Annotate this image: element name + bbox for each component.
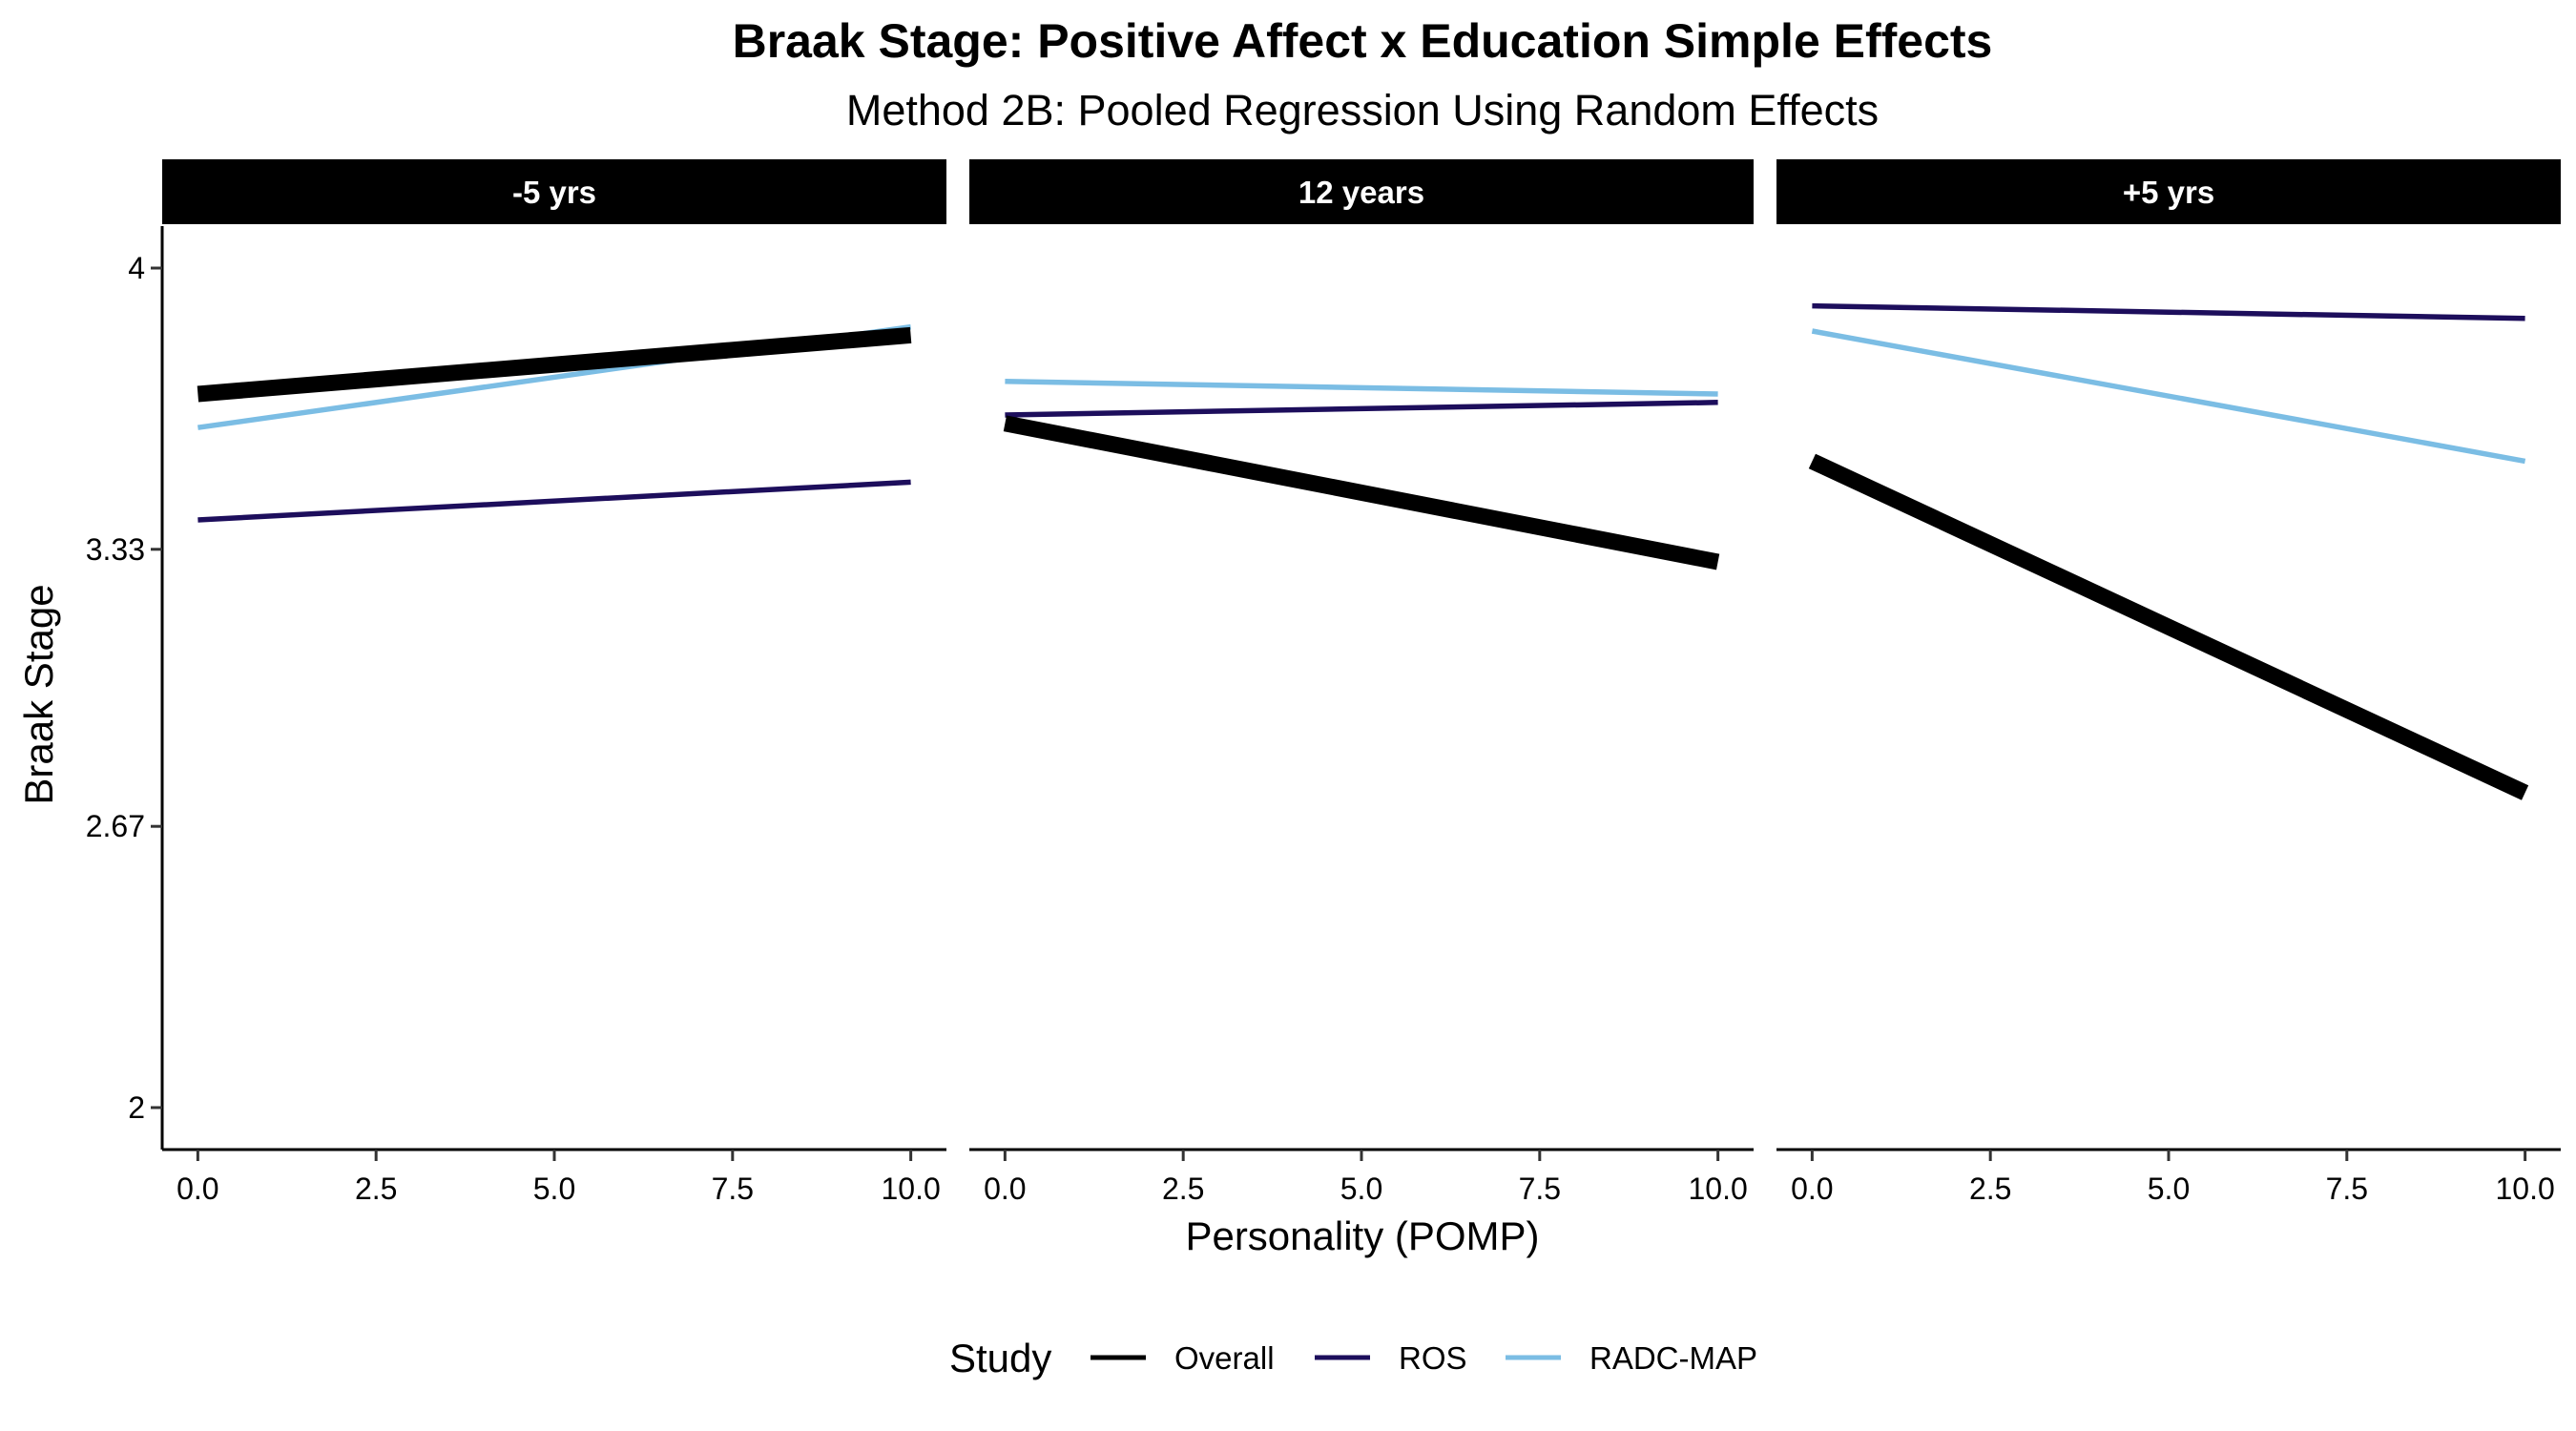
- facet-strip: [162, 159, 946, 224]
- series-line-ros: [1812, 302, 2525, 321]
- series-line-overall: [197, 326, 912, 403]
- x-tick-label: 10.0: [2495, 1172, 2554, 1206]
- x-tick-label: 0.0: [177, 1172, 218, 1206]
- x-tick-label: 0.0: [1791, 1172, 1833, 1206]
- x-tick-label: 0.0: [984, 1172, 1026, 1206]
- legend: Study Overall ROS RADC-MAP: [949, 1336, 1757, 1380]
- x-tick-label: 5.0: [533, 1172, 575, 1206]
- legend-label: RADC-MAP: [1589, 1340, 1757, 1376]
- y-axis-title: Braak Stage: [16, 584, 61, 804]
- x-tick-label: 7.5: [1519, 1172, 1561, 1206]
- x-tick-label: 5.0: [1340, 1172, 1382, 1206]
- series-line-overall: [1808, 453, 2529, 800]
- series-line-ros: [197, 479, 911, 523]
- x-tick-label: 7.5: [712, 1172, 754, 1206]
- chart-subtitle: Method 2B: Pooled Regression Using Rando…: [846, 86, 1879, 135]
- series-line-radc-map: [1005, 379, 1718, 397]
- facet-panel: 12 years 0.0 2.5 5.0 7.5 10.0: [969, 159, 1754, 1206]
- series-line-ros: [1005, 400, 1718, 418]
- y-tick-label: 3.33: [86, 532, 145, 567]
- facet-strip-label: 12 years: [1298, 175, 1424, 210]
- facet-panel: -5 yrs 0.0 2.5 5.0 7.5 10.0: [162, 159, 946, 1206]
- legend-label: ROS: [1399, 1340, 1467, 1376]
- series-line-radc-map: [1811, 328, 2526, 465]
- x-tick-label: 7.5: [2326, 1172, 2368, 1206]
- x-tick-label: 10.0: [881, 1172, 940, 1206]
- y-tick-label: 4: [128, 251, 145, 285]
- y-tick-label: 2.67: [86, 809, 145, 843]
- facet-strip: [1776, 159, 2561, 224]
- facet-panels: -5 yrs 0.0 2.5 5.0 7.5 10.0 12 years 0.0 2.5 5.0 7…: [162, 159, 2561, 1206]
- legend-title: Study: [949, 1336, 1051, 1380]
- facet-strip-label: +5 yrs: [2123, 175, 2214, 210]
- x-tick-label: 2.5: [1969, 1172, 2011, 1206]
- y-axis: 2 2.67 3.33 4: [86, 226, 164, 1150]
- x-tick-label: 5.0: [2148, 1172, 2190, 1206]
- x-tick-label: 2.5: [1162, 1172, 1204, 1206]
- x-tick-label: 10.0: [1688, 1172, 1747, 1206]
- y-tick-label: 2: [128, 1090, 145, 1125]
- chart-title: Braak Stage: Positive Affect x Education…: [733, 14, 1993, 68]
- facet-panel: +5 yrs 0.0 2.5 5.0 7.5 10.0: [1776, 159, 2561, 1206]
- facet-strip: [969, 159, 1754, 224]
- series-line-overall: [1003, 415, 1720, 570]
- facet-strip-label: -5 yrs: [512, 175, 596, 210]
- x-tick-label: 2.5: [355, 1172, 397, 1206]
- legend-label: Overall: [1174, 1340, 1275, 1376]
- x-axis-title: Personality (POMP): [1185, 1213, 1539, 1258]
